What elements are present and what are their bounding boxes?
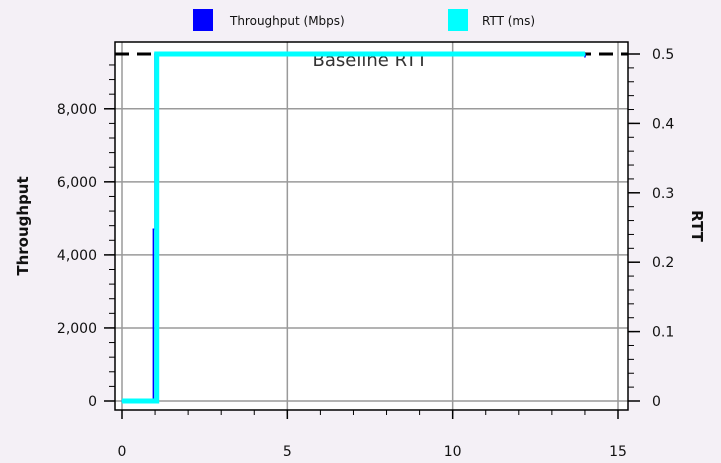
y2-tick-label: 0 bbox=[652, 394, 661, 410]
y2-tick-label: 0.3 bbox=[652, 186, 674, 202]
y2-tick-label: 0.4 bbox=[652, 116, 674, 132]
y2-tick-label: 0.5 bbox=[652, 47, 674, 63]
plot-area bbox=[115, 42, 628, 410]
data-point bbox=[155, 400, 158, 402]
legend-label-rtt: RTT (ms) bbox=[482, 14, 535, 28]
data-point bbox=[155, 53, 158, 55]
data-point bbox=[584, 56, 586, 58]
y-tick-label: 8,000 bbox=[57, 102, 97, 118]
x-tick-label: 5 bbox=[283, 444, 292, 460]
grid bbox=[115, 42, 628, 410]
legend-swatch-throughput bbox=[193, 9, 213, 31]
y2-tick-label: 0.1 bbox=[652, 325, 674, 341]
y-tick-label: 6,000 bbox=[57, 175, 97, 191]
y2-axis-title: RTT bbox=[688, 210, 706, 242]
y-tick-label: 4,000 bbox=[57, 248, 97, 264]
data-point bbox=[584, 53, 586, 55]
x-tick-label: 0 bbox=[118, 444, 127, 460]
y-tick-label: 0 bbox=[88, 394, 97, 410]
y-axis-title: Throughput bbox=[14, 176, 32, 275]
y-tick-label: 2,000 bbox=[57, 321, 97, 337]
legend-swatch-rtt bbox=[448, 9, 468, 31]
data-point bbox=[152, 228, 155, 231]
series-line-1 bbox=[122, 51, 585, 404]
data-point bbox=[121, 400, 123, 402]
x-tick-label: 15 bbox=[609, 444, 627, 460]
axis-ticks: 0 5 10 15 0 2,000 4,000 6,000 8,000 0 0.1 0.2 0.3 0.4… bbox=[57, 47, 674, 460]
series-layer bbox=[121, 51, 586, 404]
y2-tick-label: 0.2 bbox=[652, 255, 674, 271]
x-tick-label: 10 bbox=[444, 444, 462, 460]
legend: Throughput (Mbps) RTT (ms) bbox=[193, 9, 535, 31]
legend-label-throughput: Throughput (Mbps) bbox=[229, 14, 345, 28]
